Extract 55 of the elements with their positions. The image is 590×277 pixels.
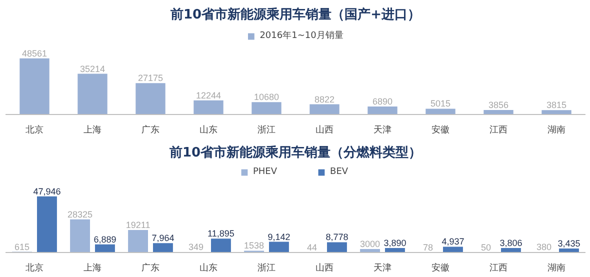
data-label: 12244 [196, 90, 222, 100]
data-label: 5015 [430, 98, 451, 109]
data-label: 349 [188, 242, 204, 252]
data-label: 9,142 [268, 232, 290, 242]
data-label: 615 [14, 242, 30, 252]
data-label: 27175 [138, 73, 164, 84]
data-label: 19211 [126, 220, 150, 230]
data-label: 4,937 [442, 236, 464, 247]
x-tick-label: 江西 [490, 262, 508, 274]
x-tick-label: 浙江 [258, 262, 276, 274]
data-label: 50 [481, 242, 492, 252]
legend-label: BEV [330, 167, 350, 177]
data-label: 10680 [254, 92, 280, 102]
x-tick-label: 山西 [316, 262, 334, 274]
data-label: 3,435 [558, 238, 580, 248]
data-label: 3,890 [384, 238, 406, 248]
data-label: 3815 [546, 100, 567, 110]
x-tick-label: 浙江 [258, 124, 276, 136]
data-label: 11,895 [208, 228, 234, 239]
data-label: 44 [307, 242, 318, 252]
data-label: 3,806 [500, 238, 522, 248]
data-label: 47,946 [33, 186, 61, 196]
data-label: 8,778 [326, 232, 348, 242]
x-tick-label: 湖南 [548, 124, 566, 136]
data-label: 6890 [372, 96, 393, 107]
data-label: 3856 [488, 100, 509, 110]
data-label: 3000 [360, 238, 380, 249]
data-label: 35214 [80, 64, 106, 74]
x-tick-label: 北京 [26, 124, 44, 136]
x-tick-label: 广东 [142, 262, 160, 274]
x-tick-label: 天津 [374, 124, 392, 136]
x-tick-label: 安徽 [432, 262, 450, 274]
x-tick-label: 北京 [26, 262, 44, 274]
x-tick-label: 上海 [84, 124, 102, 136]
x-tick-label: 湖南 [548, 262, 566, 274]
x-tick-label: 山东 [200, 124, 218, 136]
x-tick-label: 安徽 [432, 124, 450, 136]
data-label: 8822 [314, 94, 335, 104]
data-label: 6,889 [94, 234, 116, 244]
x-tick-label: 山西 [316, 124, 334, 136]
data-label: 380 [536, 242, 552, 252]
x-tick-label: 山东 [200, 262, 218, 274]
x-tick-label: 江西 [490, 124, 508, 136]
data-label: 48561 [22, 48, 48, 58]
data-label: 1538 [244, 240, 264, 251]
x-tick-label: 上海 [84, 262, 102, 274]
x-tick-label: 广东 [142, 124, 160, 136]
chart-title: 前10省市新能源乘用车销量（国产+进口） [170, 6, 420, 22]
chart-title: 前10省市新能源乘用车销量（分燃料类型） [168, 144, 422, 160]
legend-label: PHEV [252, 167, 278, 177]
data-label: 28325 [68, 209, 93, 220]
data-label: 78 [423, 242, 434, 252]
data-label: 7,964 [152, 233, 174, 244]
x-tick-label: 天津 [374, 262, 392, 274]
legend-label: 2016年1~10月销量 [260, 30, 344, 42]
